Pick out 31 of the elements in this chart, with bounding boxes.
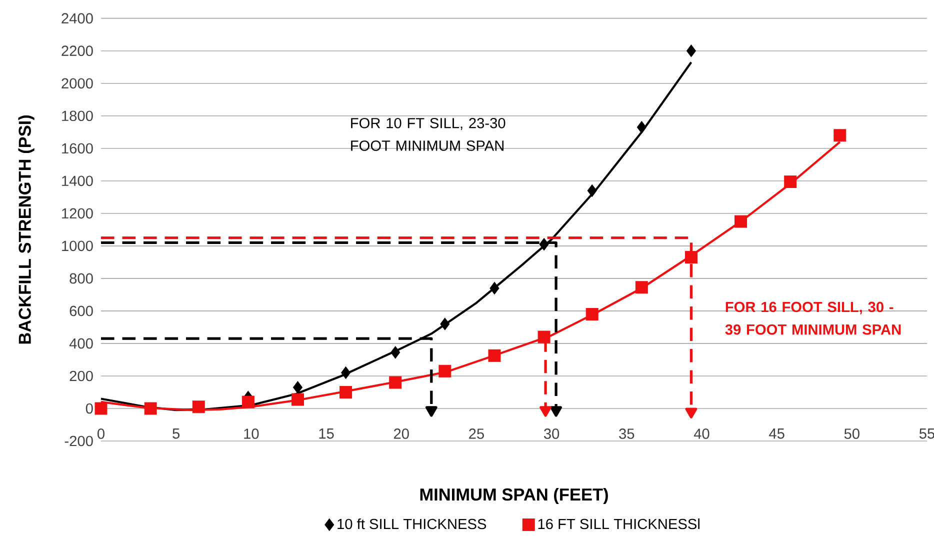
y-tick-label: 1000	[62, 240, 93, 252]
y-tick-label: 400	[69, 338, 93, 349]
x-tick-label: 35	[619, 428, 634, 439]
y-tick-label: 2200	[62, 46, 93, 56]
x-tick-label: 45	[769, 428, 784, 439]
y-tick-label: 1600	[62, 143, 93, 154]
y-axis-title: BACKFILL STRENGTH (PSI)	[18, 115, 34, 344]
y-tick-label: 200	[70, 370, 93, 382]
y-tick-label: 0	[86, 403, 93, 414]
x-tick-label: 40	[694, 428, 710, 439]
y-tick-label: 800	[70, 273, 93, 284]
y-tick-label: 2400	[62, 13, 93, 24]
x-tick-label: 30	[544, 428, 560, 439]
y-tick-label: 1800	[62, 110, 93, 122]
x-tick-label: 10	[244, 428, 259, 439]
x-tick-label: 5	[172, 428, 180, 439]
y-tick-label: 1200	[62, 208, 93, 219]
y-tick-label: 600	[70, 306, 93, 316]
annotation: FOR 10 FT SILL, 23-30 FOOT MINIMUM SPAN	[351, 118, 506, 151]
y-tick-label: 2000	[62, 78, 93, 89]
legend-label: 16 FT SILL THICKNESSl	[538, 518, 700, 530]
y-tick-label: 1400	[62, 176, 93, 186]
y-tick-label: -200	[64, 436, 93, 446]
x-tick-label: 50	[844, 428, 860, 439]
x-tick-label: 25	[469, 428, 484, 439]
x-axis-title: MINIMUM SPAN (FEET)	[420, 488, 608, 504]
annotation: FOR 16 FOOT SILL, 30 - 39 FOOT MINIMUM SPAN	[725, 302, 901, 335]
x-tick-label: 20	[394, 428, 409, 439]
x-tick-label: 15	[319, 428, 334, 439]
legend-label: 10 ft SILL THICKNESS	[338, 518, 486, 530]
x-tick-label: 0	[98, 428, 104, 439]
